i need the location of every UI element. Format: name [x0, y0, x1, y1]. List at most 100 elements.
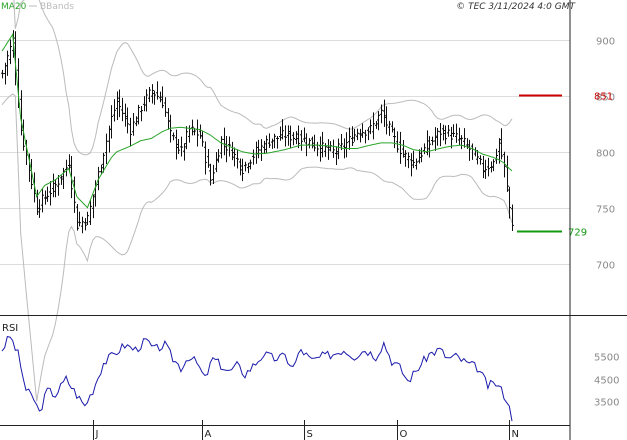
ohlc-bar: [105, 133, 108, 164]
ohlc-bar: [148, 86, 151, 103]
ohlc-bar: [367, 127, 370, 141]
ohlc-bar: [455, 123, 458, 143]
ohlc-bar: [369, 119, 372, 135]
ohlc-bar: [6, 50, 9, 76]
ohlc-bar: [279, 126, 282, 141]
ohlc-bar: [159, 91, 162, 103]
ohlc-bar: [236, 149, 239, 169]
ohlc-bar: [1, 69, 4, 79]
ohlc-bar: [463, 128, 466, 148]
ohlc-bar: [340, 134, 343, 151]
ohlc-bar: [215, 152, 218, 173]
ohlc-bar: [9, 39, 12, 65]
ohlc-bar: [321, 131, 324, 158]
ohlc-bar: [447, 124, 450, 137]
ohlc-bar: [458, 127, 461, 146]
ohlc-bar: [217, 149, 220, 163]
rsi-line: [1, 336, 513, 422]
ohlc-bar: [212, 164, 215, 185]
ohlc-bar: [68, 154, 71, 173]
ohlc-bar: [81, 216, 84, 234]
ohlc-bar: [271, 138, 274, 149]
ohlc-bar: [380, 104, 383, 124]
ohlc-bar: [260, 139, 263, 161]
x-tick-label: S: [307, 429, 313, 440]
ohlc-bar: [297, 125, 300, 149]
ohlc-bar: [345, 132, 348, 158]
ohlc-bar: [132, 113, 135, 136]
ohlc-bar: [153, 90, 156, 105]
ohlc-bar: [292, 132, 295, 146]
ohlc-bar: [140, 106, 143, 122]
ohlc-bar: [86, 211, 89, 226]
ohlc-bar: [204, 141, 207, 175]
ohlc-bar: [284, 125, 287, 147]
ohlc-bar: [233, 147, 236, 167]
ohlc-bar: [361, 123, 364, 138]
ma20-line: [1, 32, 513, 209]
ohlc-bar: [102, 152, 105, 173]
ohlc-bar: [506, 155, 509, 192]
ohlc-bar: [479, 155, 482, 165]
x-tick-label: A: [205, 429, 212, 440]
ohlc-bar: [129, 117, 132, 147]
ohlc-bar: [62, 167, 65, 190]
ohlc-bar: [428, 136, 431, 158]
ohlc-bar: [151, 84, 154, 104]
ohlc-bar: [393, 127, 396, 149]
x-tick-label: J: [95, 429, 99, 440]
ohlc-bar: [372, 112, 375, 140]
ohlc-bar: [402, 140, 405, 158]
ohlc-bar: [207, 148, 210, 168]
rsi-title: RSI: [2, 323, 18, 334]
ohlc-bar: [377, 111, 380, 131]
ohlc-bar: [508, 186, 511, 219]
ohlc-bar: [332, 139, 335, 158]
ohlc-bar: [385, 106, 388, 135]
ohlc-bar: [431, 136, 434, 146]
ohlc-bar: [239, 158, 242, 176]
ohlc-bar: [89, 200, 92, 226]
ohlc-bar: [124, 103, 127, 127]
ohlc-bar: [265, 135, 268, 154]
ohlc-bar: [223, 127, 226, 156]
ohlc-bar: [434, 127, 437, 151]
ohlc-bar: [444, 125, 447, 145]
ohlc-bar: [492, 159, 495, 172]
price-tick-label: 800: [596, 149, 615, 160]
ohlc-bar: [225, 136, 228, 163]
ohlc-bar: [60, 175, 63, 185]
ohlc-bar: [468, 139, 471, 161]
ohlc-bar: [356, 128, 359, 141]
ohlc-bar: [247, 162, 250, 174]
ohlc-bar: [92, 194, 95, 219]
ohlc-bar: [78, 211, 81, 227]
ohlc-bar: [145, 89, 148, 112]
price-tick-label: 750: [596, 205, 615, 216]
rsi-panel: RSI 5500 4500 3500: [1, 323, 619, 422]
ohlc-bar: [359, 128, 362, 143]
ohlc-bar: [474, 147, 477, 157]
ohlc-bar: [244, 161, 247, 172]
ohlc-bar: [209, 163, 212, 186]
ohlc-bar: [412, 150, 415, 169]
ohlc-bar: [335, 146, 338, 166]
ohlc-bar: [319, 136, 322, 162]
ohlc-bar: [404, 150, 407, 167]
ohlc-bar: [41, 188, 44, 213]
ohlc-bar: [487, 157, 490, 177]
ohlc-bar: [418, 149, 421, 164]
support-label: 729: [568, 228, 587, 239]
ohlc-bar: [183, 143, 186, 161]
legend-bbands: BBands: [40, 2, 74, 12]
ohlc-bar: [110, 105, 113, 139]
price-tick-label: 700: [596, 261, 615, 272]
ohlc-bar: [364, 129, 367, 144]
ohlc-bar: [415, 158, 418, 170]
ohlc-bar: [161, 86, 164, 109]
ohlc-bar: [126, 107, 129, 134]
ohlc-bar: [289, 125, 292, 149]
ohlc-bar: [388, 120, 391, 136]
ohlc-bar: [375, 120, 378, 129]
